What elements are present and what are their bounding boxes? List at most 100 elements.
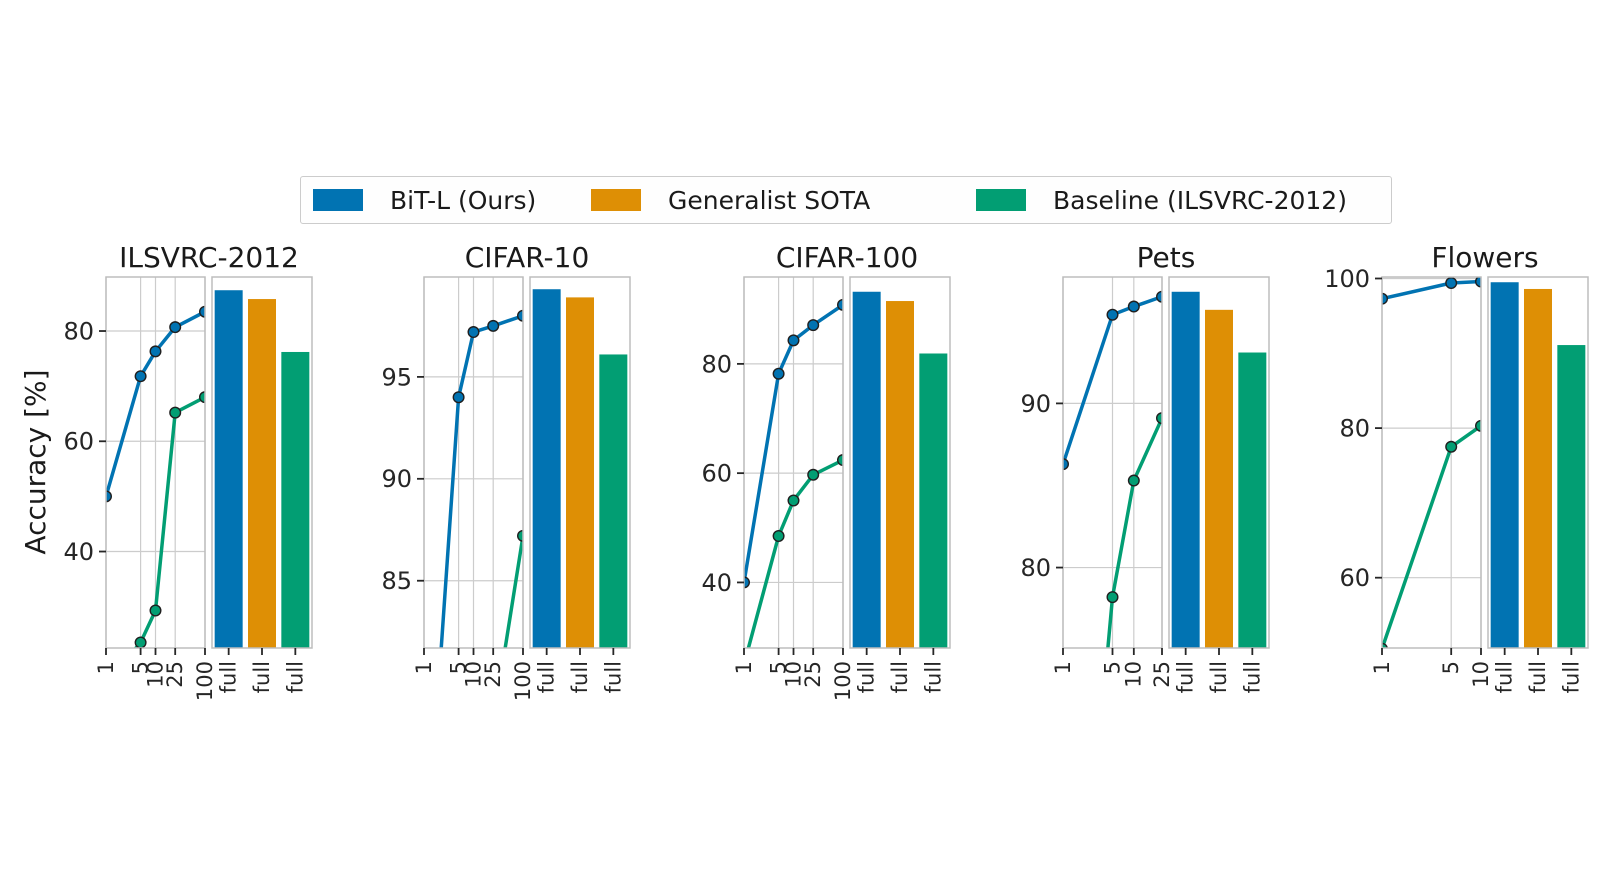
legend-label-generalist-sota: Generalist SOTA	[668, 185, 871, 215]
x-tick-label: 10	[1469, 661, 1493, 688]
x-tick-label: 10	[461, 661, 485, 688]
x-tick-label: 10	[781, 661, 805, 688]
x-tick-label: 1	[94, 661, 118, 674]
marker-bit	[467, 326, 480, 339]
bar-tick-label: full	[1240, 661, 1264, 693]
marker-bit	[452, 391, 465, 404]
line-panel-frame	[1381, 276, 1482, 649]
marker-baseline	[1127, 474, 1140, 487]
y-tick-label: 80	[1339, 414, 1370, 442]
marker-bit	[807, 319, 820, 332]
legend-label-baseline: Baseline (ILSVRC-2012)	[1053, 185, 1347, 215]
panel-title: CIFAR-10	[465, 241, 590, 274]
legend-swatch-generalist-sota	[591, 189, 641, 211]
x-tick-label: 100	[511, 661, 535, 701]
marker-baseline	[488, 718, 499, 729]
bar-bit	[1171, 291, 1200, 648]
legend-item-bit-l: BiT-L (Ours)	[313, 177, 536, 223]
marker-baseline	[149, 604, 162, 617]
y-tick-label: 40	[63, 538, 94, 566]
legend-swatch-bit-l	[313, 189, 363, 211]
line-bit	[1382, 279, 1481, 301]
x-tick-label: 1	[412, 661, 436, 674]
x-tick-label: 25	[481, 661, 505, 688]
line-bit	[1063, 294, 1162, 466]
y-tick-label: 60	[701, 460, 732, 488]
legend-label-bit-l: BiT-L (Ours)	[390, 185, 537, 215]
marker-baseline	[807, 468, 820, 481]
marker-bit	[106, 490, 112, 503]
marker-bit	[1106, 308, 1119, 321]
x-tick-label: 5	[1439, 661, 1463, 674]
x-tick-label: 5	[129, 661, 153, 674]
marker-bit	[1127, 300, 1140, 313]
bar-bit	[1490, 282, 1519, 648]
x-tick-label: 100	[831, 661, 855, 701]
bar-sota	[1205, 309, 1233, 648]
bar-tick-label: full	[1493, 661, 1517, 693]
marker-baseline	[1106, 591, 1119, 604]
x-tick-label: 10	[1122, 661, 1146, 688]
bar-baseline	[1557, 345, 1586, 648]
marker-baseline	[787, 494, 800, 507]
marker-bit	[787, 334, 800, 347]
panel-title: ILSVRC-2012	[119, 241, 299, 274]
line-baseline	[1106, 416, 1162, 648]
legend-item-baseline: Baseline (ILSVRC-2012)	[976, 177, 1347, 223]
y-tick-label: 60	[1339, 564, 1370, 592]
marker-bit	[169, 321, 182, 334]
bar-tick-label: full	[601, 661, 625, 693]
bar-tick-label: full	[250, 661, 274, 693]
y-tick-label: 80	[701, 350, 732, 378]
bar-tick-label: full	[1174, 661, 1198, 693]
marker-bit	[837, 298, 843, 311]
bar-tick-label: full	[568, 661, 592, 693]
y-tick-label: 95	[381, 363, 412, 391]
x-tick-label: 5	[767, 661, 791, 674]
bar-baseline	[599, 354, 628, 648]
marker-baseline	[169, 406, 182, 419]
panel-title: Pets	[1137, 241, 1196, 274]
bar-sota	[886, 301, 914, 648]
x-tick-label: 1	[732, 661, 756, 674]
panel-title: CIFAR-100	[776, 241, 918, 274]
legend-swatch-baseline	[976, 189, 1026, 211]
marker-bit	[517, 309, 523, 322]
marker-baseline	[1445, 440, 1458, 453]
x-tick-label: 25	[801, 661, 825, 688]
marker-baseline	[134, 636, 147, 648]
marker-baseline	[837, 454, 843, 467]
bar-baseline	[281, 351, 310, 648]
x-tick-label: 1	[1370, 661, 1394, 674]
legend: BiT-L (Ours) Generalist SOTA Baseline (I…	[300, 176, 1392, 224]
marker-bit	[1063, 458, 1069, 471]
marker-baseline	[517, 529, 523, 542]
marker-bit	[772, 367, 785, 380]
y-tick-label: 80	[1020, 554, 1051, 582]
bar-tick-label: full	[283, 661, 307, 693]
line-baseline	[503, 534, 523, 648]
bar-sota	[248, 299, 276, 648]
y-tick-label: 90	[381, 465, 412, 493]
bar-tick-label: full	[921, 661, 945, 693]
bar-tick-label: full	[855, 661, 879, 693]
y-tick-label: 85	[381, 567, 412, 595]
bar-tick-label: full	[1526, 661, 1550, 693]
marker-bit	[149, 345, 162, 358]
x-tick-label: 25	[163, 661, 187, 688]
legend-item-generalist-sota: Generalist SOTA	[591, 177, 870, 223]
y-tick-label: 60	[63, 428, 94, 456]
marker-bit	[487, 319, 500, 332]
x-tick-label: 5	[1100, 661, 1124, 674]
marker-bit	[1445, 277, 1458, 289]
panel-title: Flowers	[1431, 241, 1538, 274]
marker-bit	[1382, 292, 1388, 305]
bar-tick-label: full	[217, 661, 241, 693]
marker-baseline	[772, 529, 785, 542]
x-tick-label: 5	[447, 661, 471, 674]
